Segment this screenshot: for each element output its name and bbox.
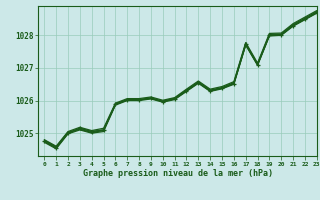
X-axis label: Graphe pression niveau de la mer (hPa): Graphe pression niveau de la mer (hPa) bbox=[83, 169, 273, 178]
